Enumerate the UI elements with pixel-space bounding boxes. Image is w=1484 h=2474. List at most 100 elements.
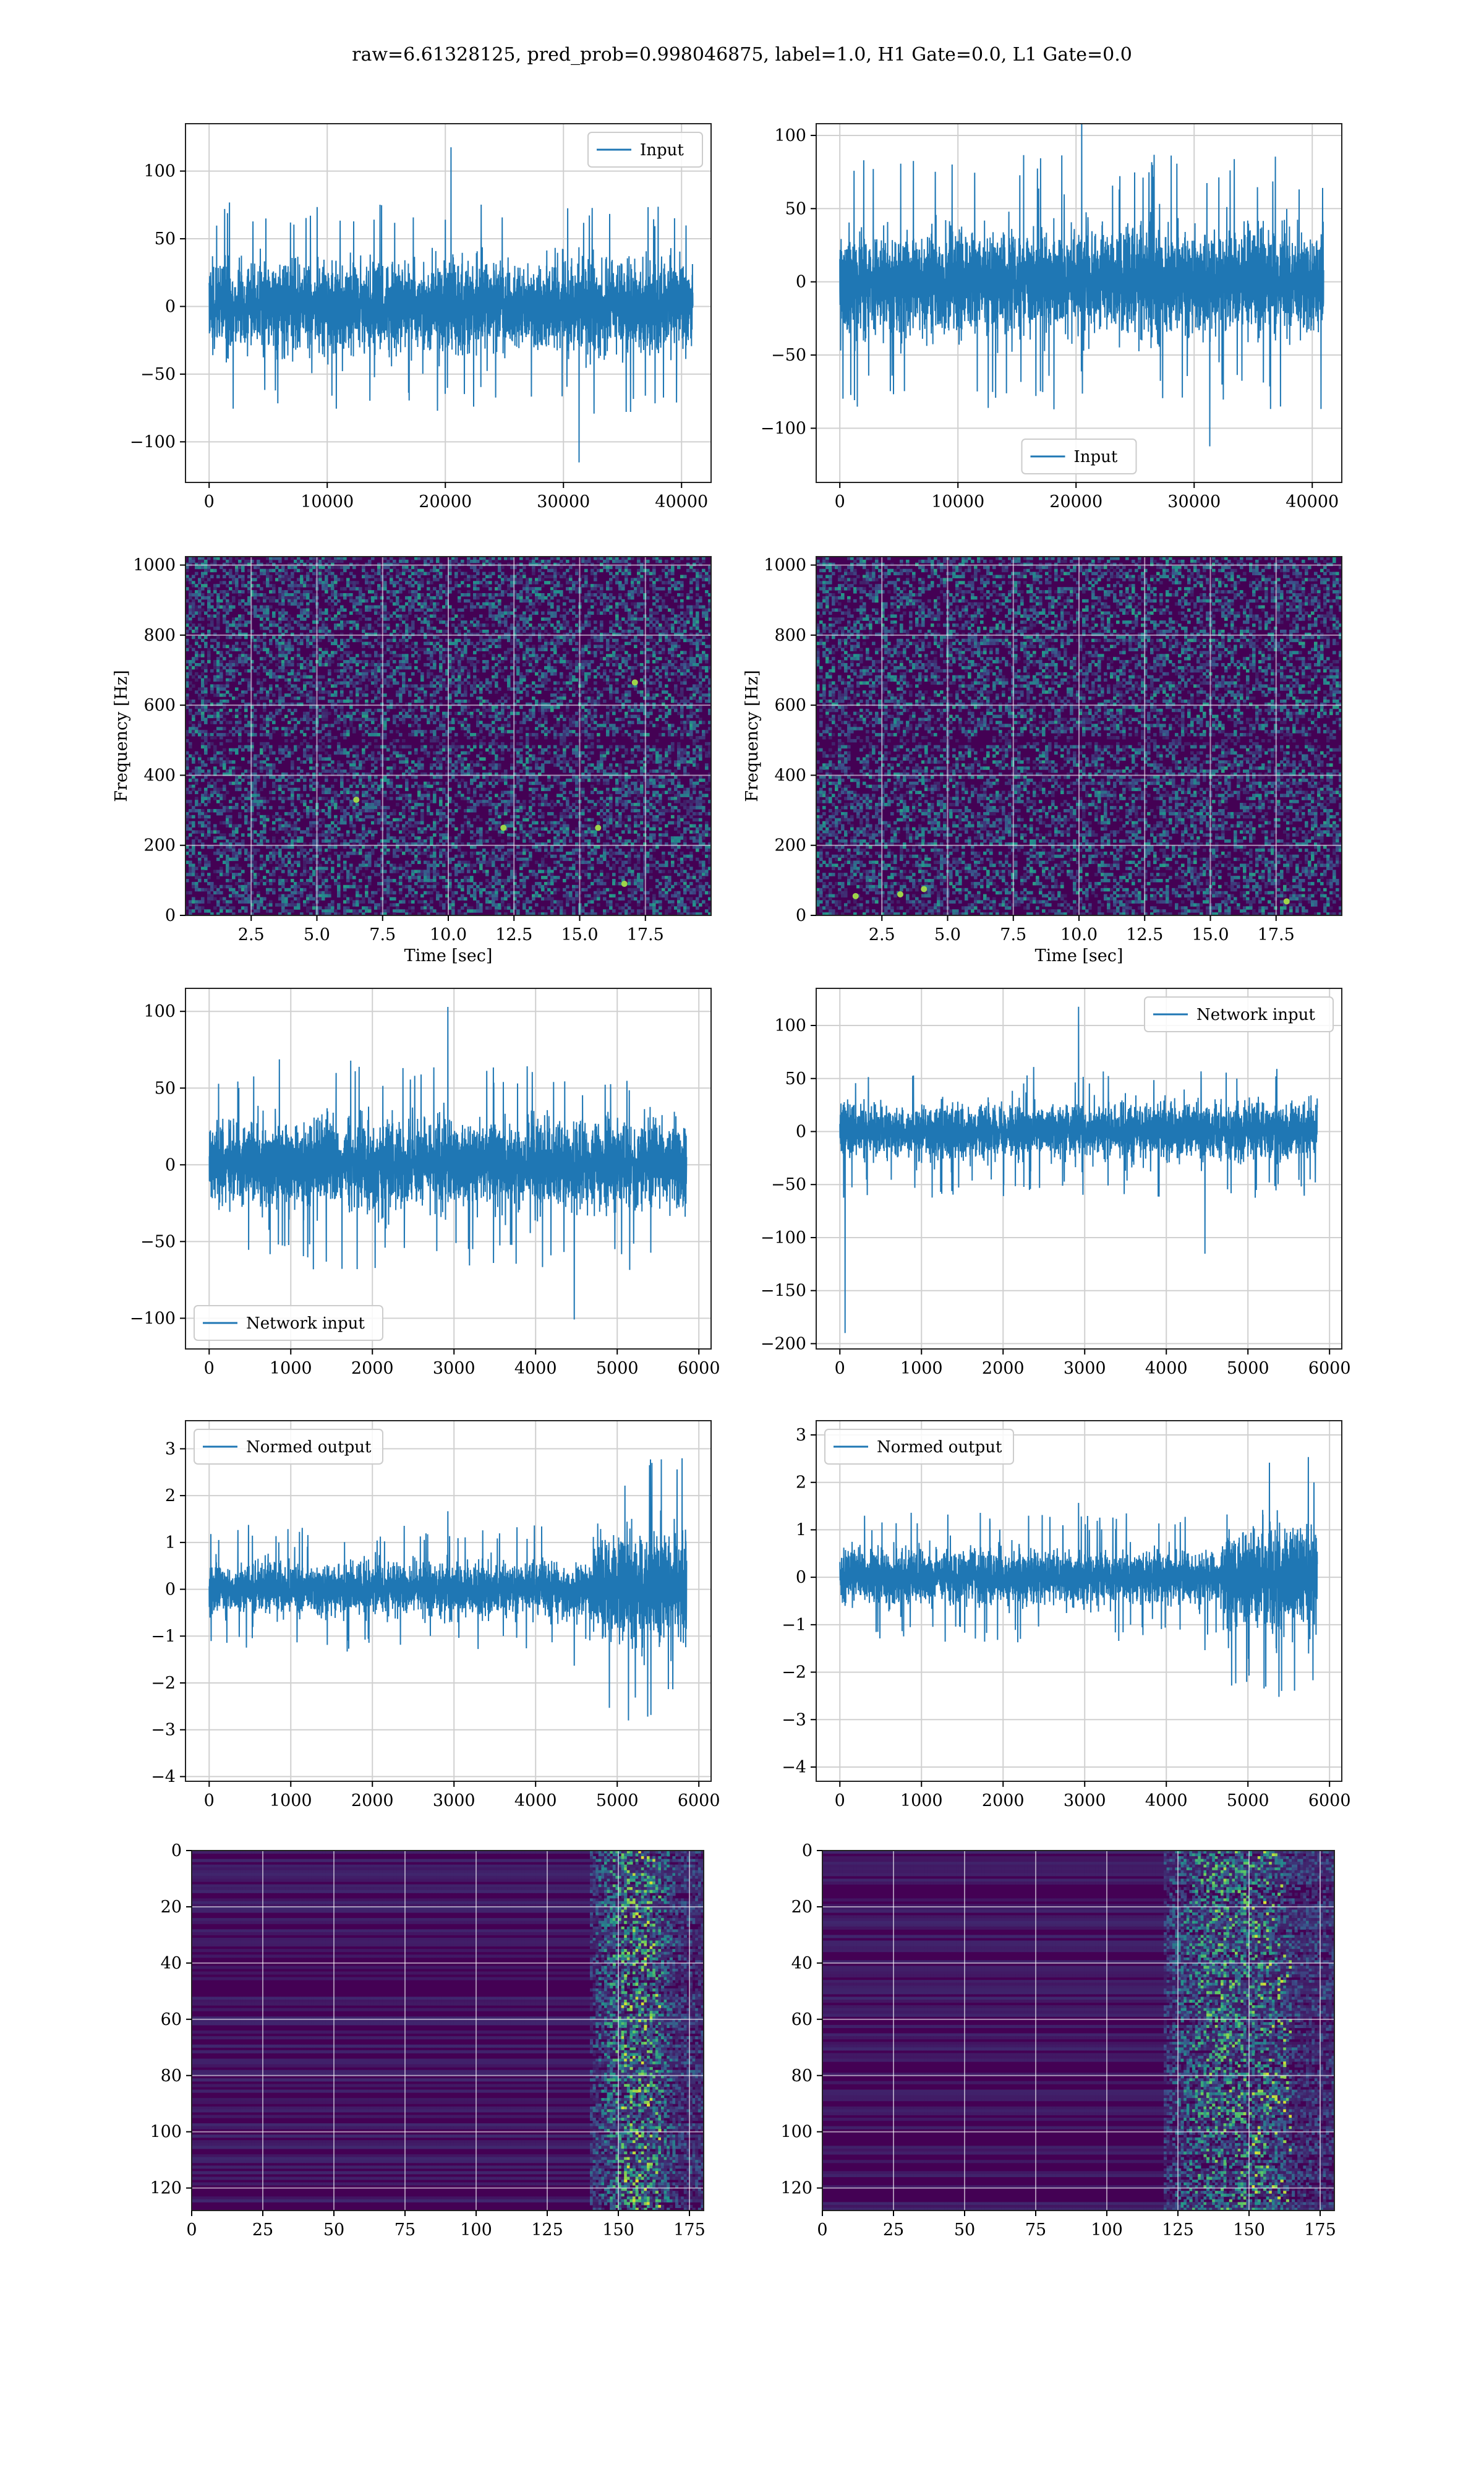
h1-spectrogram-cell (266, 696, 270, 700)
h1-spectrogram-cell (550, 590, 554, 594)
h1-spectrogram-cell (325, 632, 328, 636)
h1-spectrogram-cell (470, 657, 474, 661)
h1-spectrogram-cell (303, 666, 307, 670)
h1-spectrogram-cell (411, 648, 415, 651)
h1-spectrogram-cell (189, 559, 192, 563)
h1-spectrogram-cell (637, 663, 641, 667)
h1-spectrogram-cell (207, 599, 211, 603)
h1-spectrogram-cell (356, 696, 359, 700)
h1-spectrogram-cell (247, 562, 251, 567)
h1-spectrogram-cell (516, 690, 520, 694)
h1-spectrogram-cell (699, 745, 702, 749)
h1-spectrogram-cell (430, 559, 433, 563)
h1-spectrogram-cell (244, 559, 248, 563)
h1-spectrogram-cell (229, 721, 232, 724)
h1-spectrogram-cell (346, 663, 350, 667)
h1-spectrogram-cell (526, 578, 529, 581)
h1-spectrogram-cell (572, 663, 576, 667)
h1-spectrogram-cell (303, 733, 307, 737)
h1-spectrogram-cell (408, 630, 412, 633)
h1-spectrogram-cell (359, 599, 362, 603)
h1-spectrogram-cell (696, 708, 699, 713)
h1-spectrogram-cell (535, 733, 539, 737)
h1-spectrogram-cell (448, 559, 452, 563)
l1-input-xtick-label: 0 (835, 492, 845, 511)
h1-spectrogram-cell (473, 632, 477, 636)
h1-spectrogram-cell (356, 700, 359, 703)
h1-spectrogram-cell (680, 681, 684, 685)
h1-spectrogram-cell (390, 666, 393, 670)
h1-spectrogram-cell (201, 651, 205, 654)
h1-spectrogram-cell (216, 687, 220, 691)
h1-spectrogram-cell (646, 654, 650, 657)
h1-spectrogram-cell (680, 651, 684, 654)
h1-spectrogram-cell (325, 581, 328, 584)
h1-spectrogram-cell (371, 675, 375, 679)
h1-spectrogram-cell (303, 711, 307, 716)
h1-spectrogram-cell (322, 651, 325, 654)
h1-spectrogram-cell (693, 557, 696, 560)
h1-spectrogram-cell (482, 562, 486, 567)
h1-spectrogram-cell (680, 669, 684, 673)
h1-spectrogram-cell (346, 666, 350, 670)
h1-spectrogram-cell (244, 669, 248, 673)
h1-spectrogram-cell (356, 557, 359, 560)
h1-spectrogram-cell (454, 700, 458, 703)
h1-spectrogram-cell (340, 693, 344, 697)
h1-spectrogram-cell (535, 690, 539, 694)
h1-spectrogram-cell (331, 584, 335, 588)
h1-spectrogram-cell (553, 614, 557, 618)
h1-spectrogram-cell (241, 727, 245, 730)
h1-spectrogram-cell (479, 727, 483, 730)
h1-spectrogram-cell (649, 702, 653, 706)
h1-spectrogram-cell (504, 657, 508, 661)
h1-spectrogram-cell (368, 559, 372, 563)
h1-spectrogram-cell (318, 675, 322, 679)
h1-spectrogram-cell (702, 557, 706, 560)
h1-spectrogram-cell (587, 700, 591, 703)
h1-spectrogram-cell (291, 727, 294, 730)
h1-spectrogram-cell (649, 635, 653, 640)
h1-spectrogram-cell (680, 693, 684, 697)
h1-spectrogram-cell (247, 644, 251, 648)
h1-spectrogram-cell (393, 678, 396, 682)
h1-spectrogram-cell (560, 700, 563, 703)
h1-spectrogram-cell (377, 678, 381, 682)
h1-spectrogram-cell (451, 675, 455, 679)
h1-spectrogram-cell (349, 635, 353, 640)
h1-spectrogram-cell (603, 565, 607, 570)
h1-spectrogram-cell (708, 605, 711, 609)
h1-spectrogram-cell (192, 605, 195, 609)
h1-spectrogram-cell (618, 745, 622, 749)
h1-spectrogram-cell (386, 562, 390, 567)
h1-spectrogram-cell (210, 599, 214, 603)
h1-spectrogram-cell (504, 578, 508, 581)
h1-spectrogram-cell (668, 648, 672, 651)
h1-spectrogram-cell (513, 596, 517, 600)
h1-spectrogram-cell (250, 714, 254, 719)
h1-spectrogram-cell (560, 736, 563, 740)
h1-spectrogram-cell (566, 611, 569, 615)
h1-spectrogram-cell (649, 675, 653, 679)
h1-spectrogram-cell (399, 617, 403, 621)
h1-spectrogram-cell (223, 620, 226, 624)
h1-spectrogram-cell (405, 565, 409, 570)
h1-spectrogram-cell (621, 635, 625, 640)
h1-spectrogram-cell (655, 660, 659, 664)
h1-spectrogram-cell (334, 684, 338, 688)
h1-spectrogram-cell (189, 727, 192, 730)
h1-spectrogram-cell (402, 641, 406, 646)
h1-spectrogram-cell (340, 587, 344, 591)
h1-spectrogram-cell (343, 651, 347, 654)
h1-spectrogram-cell (587, 620, 591, 624)
h1-spectrogram-cell (359, 611, 362, 615)
h1-spectrogram-cell (621, 669, 625, 673)
h1-spectrogram-cell (427, 596, 430, 600)
h1-spectrogram-cell (526, 581, 529, 584)
h1-spectrogram-cell (689, 568, 693, 573)
h1-spectrogram-cell (186, 632, 189, 636)
h1-spectrogram-cell (229, 654, 232, 657)
h1-spectrogram-cell (581, 663, 585, 667)
h1-spectrogram-cell (501, 702, 505, 706)
h1-spectrogram-cell (204, 687, 208, 691)
